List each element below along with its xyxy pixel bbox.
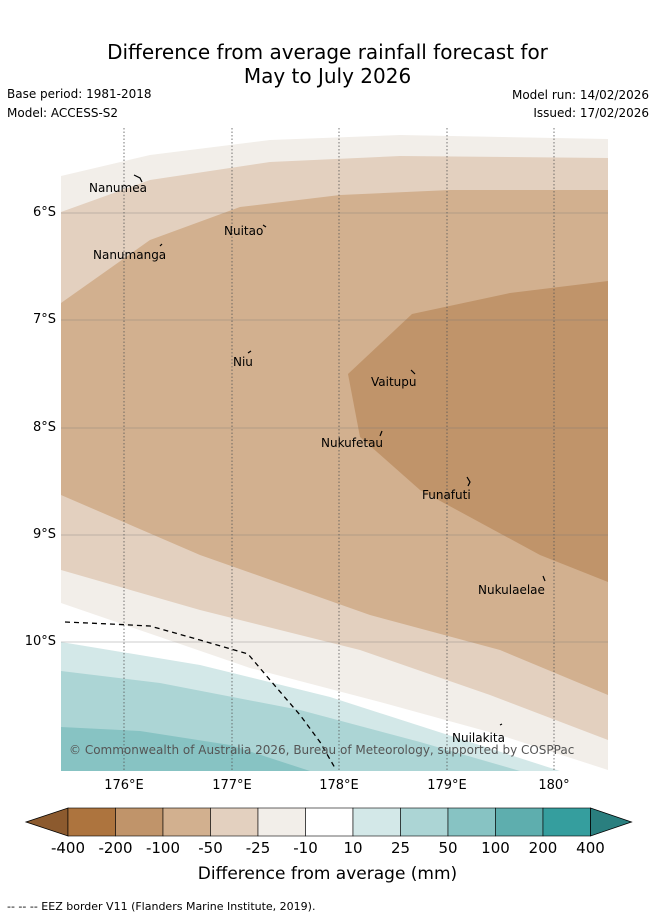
- lon-label-178e: 178°E: [319, 778, 359, 793]
- colorbar-segment: [495, 807, 544, 837]
- island-label-nukufetau: Nukufetau: [321, 436, 383, 450]
- eez-border: [64, 621, 336, 769]
- colorbar-segment: [305, 807, 354, 837]
- lon-label-176e: 176°E: [104, 778, 144, 793]
- island-label-nanumea: Nanumea: [89, 181, 147, 195]
- lat-label-7s: 7°S: [32, 312, 56, 327]
- issued-date: Issued: 17/02/2026: [533, 106, 649, 120]
- colorbar-tick-label: 200: [528, 839, 558, 857]
- contour-layer: [61, 128, 608, 771]
- island-label-nukulaelae: Nukulaelae: [478, 583, 545, 597]
- copyright-notice: © Commonwealth of Australia 2026, Bureau…: [69, 743, 574, 757]
- eez-footnote: -- -- -- EEZ border V11 (Flanders Marine…: [7, 900, 316, 913]
- colorbar-arrow-dry: [24, 807, 69, 837]
- colorbar-segment: [67, 807, 116, 837]
- colorbar-segment: [210, 807, 259, 837]
- lon-label-177e: 177°E: [212, 778, 252, 793]
- lat-label-9s: 9°S: [32, 527, 56, 542]
- island-label-vaitupu: Vaitupu: [371, 375, 417, 389]
- colorbar-tick-label: 10: [343, 839, 363, 857]
- island-label-funafuti: Funafuti: [422, 488, 471, 502]
- colorbar-label: Difference from average (mm): [197, 864, 458, 884]
- colorbar-arrow-wet: [590, 807, 633, 837]
- model-run: Model run: 14/02/2026: [511, 88, 649, 102]
- lon-label-180: 180°: [538, 778, 570, 793]
- lat-label-8s: 8°S: [32, 420, 56, 435]
- latitude-lines: [61, 212, 608, 643]
- island-outlines: [133, 174, 546, 726]
- colorbar-segment: [257, 807, 306, 837]
- gridlines: [123, 128, 555, 771]
- rainfall-map: Nanumea Nuitao Nanumanga Niu Vaitupu Nuk…: [61, 128, 608, 771]
- island-label-nuilakita: Nuilakita: [452, 731, 505, 745]
- lon-label-179e: 179°E: [427, 778, 467, 793]
- colorbar-segment: [447, 807, 496, 837]
- contour-neg100-neg200: [348, 281, 608, 582]
- colorbar-tick-label: -10: [293, 839, 318, 857]
- lat-label-6s: 6°S: [32, 205, 56, 220]
- colorbar-tick-label: -400: [50, 839, 86, 857]
- colorbar: [24, 807, 633, 837]
- island-label-nanumanga: Nanumanga: [93, 248, 166, 262]
- colorbar-segment: [400, 807, 449, 837]
- model-name: Model: ACCESS-S2: [7, 106, 119, 120]
- base-period: Base period: 1981-2018: [7, 87, 152, 101]
- colorbar-tick-label: 50: [438, 839, 458, 857]
- colorbar-tick-label: -200: [98, 839, 133, 857]
- map-title: Difference from average rainfall forecas…: [0, 40, 655, 88]
- colorbar-tick-label: 400: [576, 839, 605, 857]
- colorbar-segment: [542, 807, 591, 837]
- title-line-1: Difference from average rainfall forecas…: [107, 40, 548, 64]
- colorbar-tick-label: -50: [198, 839, 223, 857]
- contour-50-100-wet: [61, 727, 310, 771]
- island-label-nuitao: Nuitao: [224, 224, 263, 238]
- colorbar-tick-label: 25: [390, 839, 411, 857]
- colorbar-tick-label: -25: [245, 839, 271, 857]
- colorbar-segment: [352, 807, 401, 837]
- colorbar-tick-label: -100: [145, 839, 181, 857]
- colorbar-segment: [115, 807, 164, 837]
- island-label-niu: Niu: [233, 355, 253, 369]
- colorbar-segment: [162, 807, 211, 837]
- colorbar-tick-label: 100: [481, 839, 510, 857]
- lat-label-10s: 10°S: [24, 634, 56, 649]
- title-line-2: May to July 2026: [243, 64, 412, 88]
